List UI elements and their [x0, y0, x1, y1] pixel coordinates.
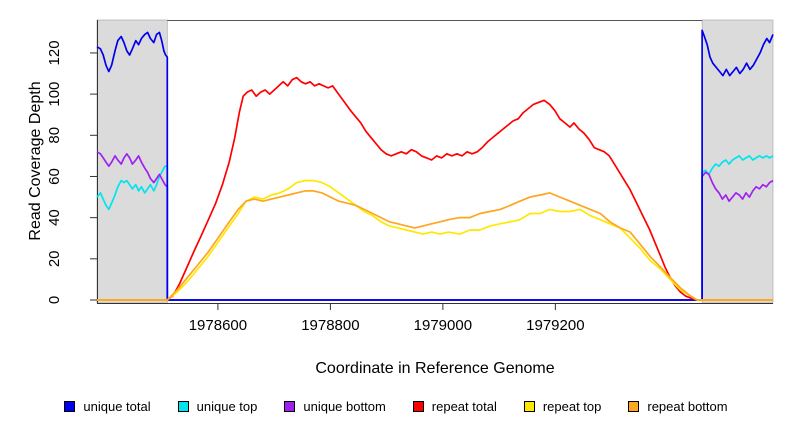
x-tick-label: 1979000	[414, 317, 472, 334]
legend-item-unique-total: unique total	[64, 399, 151, 414]
y-tick-label: 80	[46, 127, 63, 144]
legend-swatch-icon	[412, 401, 424, 412]
legend-label: repeat bottom	[647, 399, 728, 414]
series-line-unique-total	[96, 29, 774, 301]
legend-swatch-icon	[523, 401, 535, 412]
y-tick-label: 20	[46, 250, 63, 267]
legend: unique total unique top unique bottom repea…	[0, 399, 792, 414]
x-tick-label: 1978800	[301, 317, 359, 334]
y-tick-label: 40	[46, 209, 63, 226]
x-tick-label: 1979200	[526, 317, 584, 334]
series-line-repeat-top	[97, 179, 773, 301]
legend-item-unique-top: unique top	[177, 399, 258, 414]
y-tick-label: 0	[46, 296, 63, 304]
y-tick-label: 60	[46, 168, 63, 185]
legend-label: repeat total	[431, 399, 497, 414]
y-axis-title: Read Coverage Depth	[27, 81, 44, 241]
legend-label: unique top	[196, 399, 258, 414]
legend-swatch-icon	[628, 401, 640, 412]
series-line-repeat-total	[97, 76, 773, 301]
legend-item-repeat-total: repeat total	[412, 399, 497, 414]
x-tick-label: 1978600	[189, 317, 247, 334]
series-line-repeat-bottom	[97, 190, 773, 301]
legend-swatch-icon	[177, 401, 189, 412]
legend-item-unique-bottom: unique bottom	[284, 399, 386, 414]
y-tick-label: 100	[46, 82, 63, 107]
y-tick-label: 120	[46, 40, 63, 65]
legend-swatch-icon	[64, 401, 76, 412]
legend-item-repeat-bottom: repeat bottom	[628, 399, 728, 414]
legend-label: repeat top	[542, 399, 602, 414]
x-axis-title: Coordinate in Reference Genome	[315, 360, 555, 377]
legend-label: unique total	[83, 399, 151, 414]
legend-label: unique bottom	[303, 399, 386, 414]
legend-swatch-icon	[284, 401, 296, 412]
unique-region-shade	[701, 19, 774, 304]
legend-item-repeat-top: repeat top	[523, 399, 602, 414]
